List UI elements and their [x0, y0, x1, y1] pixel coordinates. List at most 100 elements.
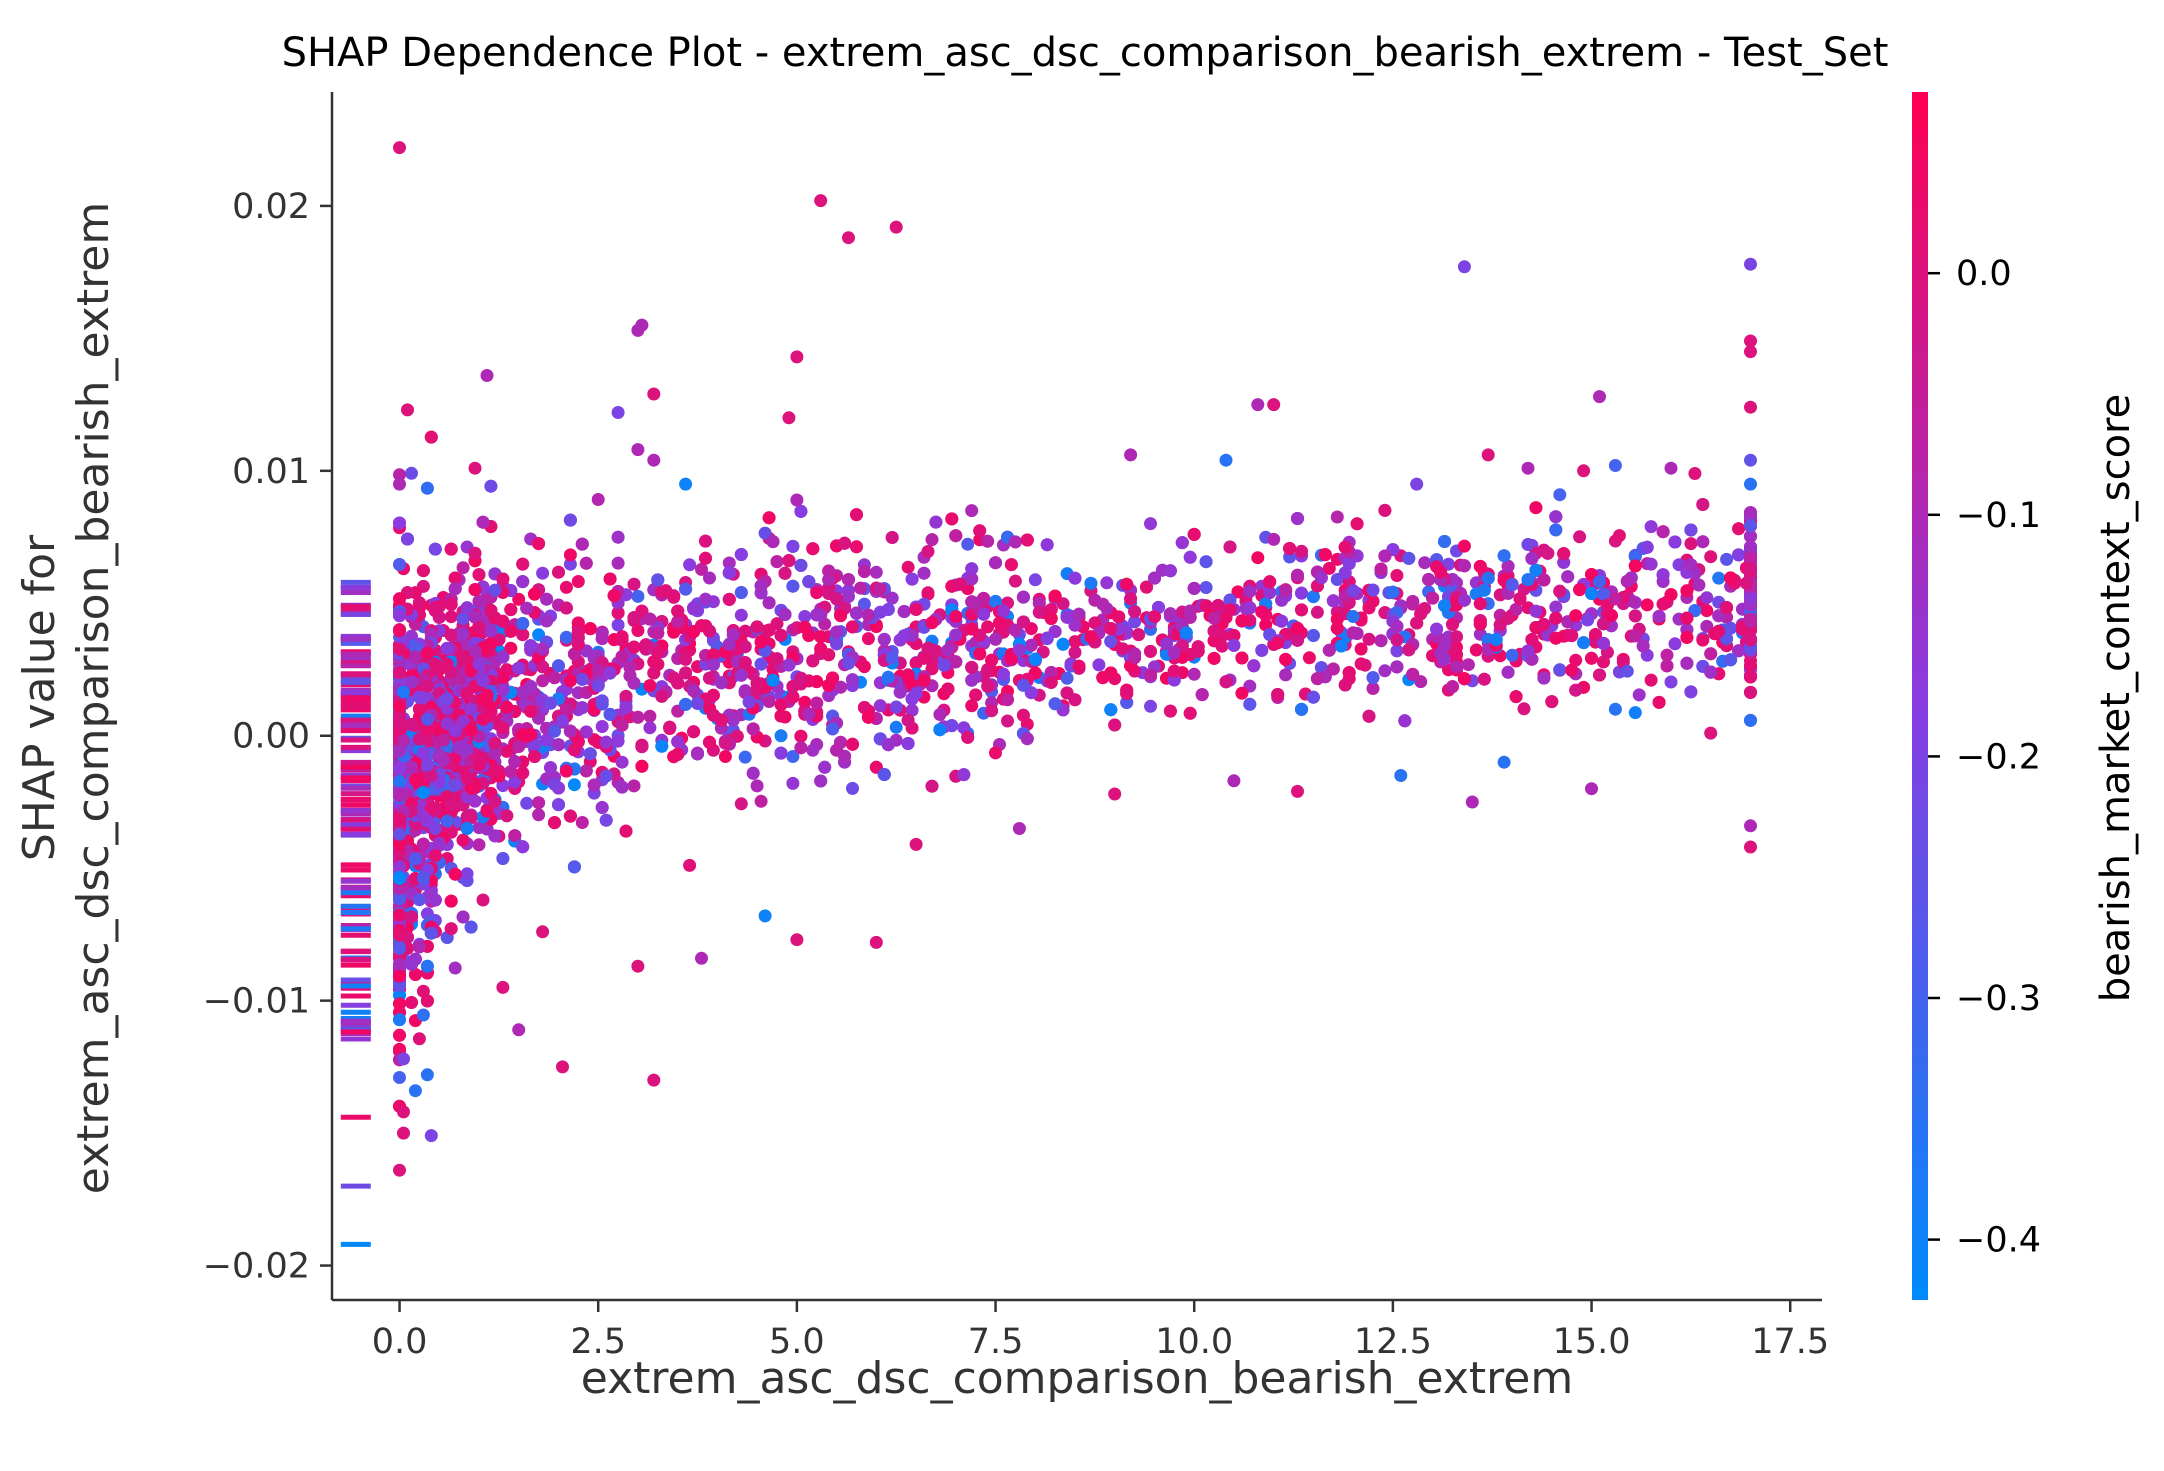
scatter-point — [1712, 609, 1726, 623]
scatter-point — [472, 594, 486, 608]
scatter-point — [738, 624, 752, 638]
scatter-point — [857, 565, 871, 578]
scatter-point — [985, 653, 999, 667]
scatter-point — [1720, 552, 1734, 566]
scatter-point — [703, 735, 716, 749]
scatter-point — [405, 718, 418, 731]
scatter-point — [1390, 619, 1404, 633]
scatter-point — [1521, 538, 1535, 551]
scatter-point — [1481, 571, 1495, 585]
scatter-point — [1541, 546, 1555, 560]
scatter-point — [460, 601, 474, 615]
scatter-point — [556, 714, 569, 728]
scatter-point — [722, 592, 736, 606]
scatter-point — [643, 709, 657, 723]
scatter-point — [830, 592, 844, 606]
scatter-point — [794, 671, 808, 685]
chart-title: SHAP Dependence Plot - extrem_asc_dsc_co… — [282, 30, 1889, 76]
scatter-point — [838, 749, 852, 763]
scatter-point — [1521, 644, 1535, 658]
scatter-point — [528, 738, 542, 752]
scatter-point — [448, 961, 462, 975]
scatter-point — [1028, 573, 1042, 587]
scatter-point — [762, 596, 776, 610]
scatter-point — [1255, 605, 1269, 619]
scatter-point — [734, 608, 748, 622]
scatter-point — [746, 766, 760, 780]
scatter-point — [699, 551, 712, 565]
scatter-point — [424, 430, 438, 444]
scatter-point — [579, 725, 593, 739]
scatter-point — [1338, 678, 1352, 692]
scatter-point — [393, 516, 406, 530]
scatter-point — [679, 652, 693, 666]
scatter-point — [671, 604, 685, 618]
scatter-point — [687, 725, 701, 739]
scatter-point — [842, 573, 855, 587]
scatter-point — [706, 658, 720, 672]
scatter-point — [830, 637, 844, 651]
scatter-point — [552, 565, 565, 579]
scatter-point — [1199, 599, 1213, 613]
scatter-point — [1529, 604, 1543, 618]
scatter-point — [1060, 686, 1074, 700]
scatter-point — [1040, 538, 1054, 552]
scatter-point — [977, 607, 991, 621]
scatter-point — [1549, 523, 1563, 537]
scatter-point — [416, 837, 430, 851]
scatter-point — [544, 761, 557, 775]
scatter-point — [393, 1013, 406, 1027]
scatter-points — [393, 141, 1757, 1177]
scatter-point — [563, 724, 577, 738]
scatter-point — [1235, 614, 1249, 628]
scatter-point — [1322, 643, 1336, 657]
scatter-point — [500, 700, 514, 714]
scatter-point — [861, 632, 875, 646]
scatter-point — [504, 641, 518, 655]
scatter-point — [1255, 643, 1269, 657]
scatter-point — [949, 529, 963, 543]
scatter-point — [1549, 510, 1563, 524]
scatter-point — [734, 668, 748, 682]
scatter-point — [885, 651, 899, 665]
scatter-point — [579, 764, 593, 778]
scatter-point — [905, 703, 919, 717]
scatter-point — [448, 778, 462, 792]
scatter-point — [925, 662, 939, 676]
scatter-point — [532, 796, 546, 810]
scatter-point — [1390, 633, 1404, 647]
scatter-point — [567, 647, 581, 661]
scatter-point — [810, 586, 824, 600]
scatter-point — [508, 775, 522, 789]
scatter-point — [571, 575, 585, 588]
scatter-point — [687, 601, 701, 615]
scatter-point — [1235, 651, 1249, 665]
scatter-point — [822, 648, 836, 662]
scatter-point — [516, 628, 530, 642]
scatter-point — [416, 786, 430, 799]
scatter-point — [456, 833, 470, 847]
scatter-point — [504, 603, 518, 617]
scatter-point — [420, 994, 434, 1008]
scatter-point — [1354, 657, 1368, 671]
scatter-point — [587, 778, 601, 792]
scatter-point — [548, 816, 561, 830]
scatter-point — [1426, 591, 1440, 605]
scatter-point — [559, 580, 573, 594]
scatter-point — [699, 534, 712, 548]
scatter-point — [718, 750, 732, 763]
scatter-point — [1525, 633, 1539, 647]
scatter-point — [877, 768, 891, 781]
scatter-point — [393, 957, 406, 971]
scatter-point — [1366, 682, 1380, 695]
scatter-point — [774, 709, 788, 723]
scatter-point — [1048, 697, 1062, 711]
scatter-point — [1306, 629, 1320, 642]
scatter-point — [1569, 609, 1583, 623]
scatter-point — [1283, 542, 1297, 555]
scatter-point — [504, 765, 518, 779]
scatter-point — [1744, 529, 1757, 543]
scatter-point — [857, 597, 871, 611]
scatter-point — [1696, 633, 1710, 647]
scatter-point — [1144, 668, 1157, 682]
